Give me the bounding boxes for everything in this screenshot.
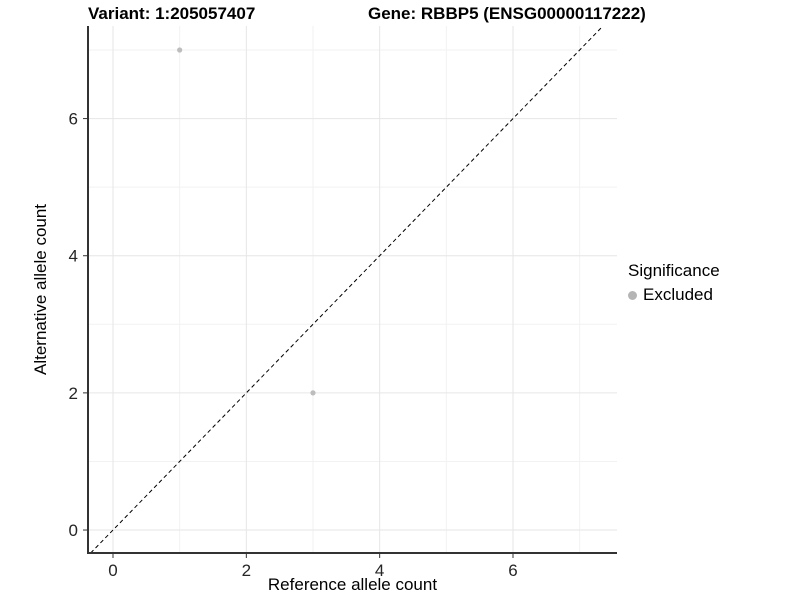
y-tick-label: 6 [69, 110, 78, 129]
x-tick-label: 6 [508, 561, 517, 580]
x-axis-title: Reference allele count [268, 575, 437, 594]
excluded-point-icon [628, 290, 637, 300]
y-tick-label: 2 [69, 384, 78, 403]
x-tick-label: 2 [242, 561, 251, 580]
x-tick-label: 0 [108, 561, 117, 580]
y-tick-label: 4 [69, 247, 78, 266]
legend-entry-label: Excluded [643, 285, 713, 304]
identity-line [90, 25, 604, 554]
legend: Significance Excluded [628, 261, 720, 305]
legend-entry-excluded: Excluded [628, 285, 720, 305]
variant-title: Variant: 1:205057407 [88, 4, 256, 23]
data-point [177, 47, 183, 53]
gene-title: Gene: RBBP5 (ENSG00000117222) [368, 4, 646, 23]
y-tick-label: 0 [69, 521, 78, 540]
x-tick-label: 4 [375, 561, 384, 580]
legend-title: Significance [628, 261, 720, 280]
y-axis-title: Alternative allele count [31, 204, 50, 375]
data-point [310, 390, 316, 396]
